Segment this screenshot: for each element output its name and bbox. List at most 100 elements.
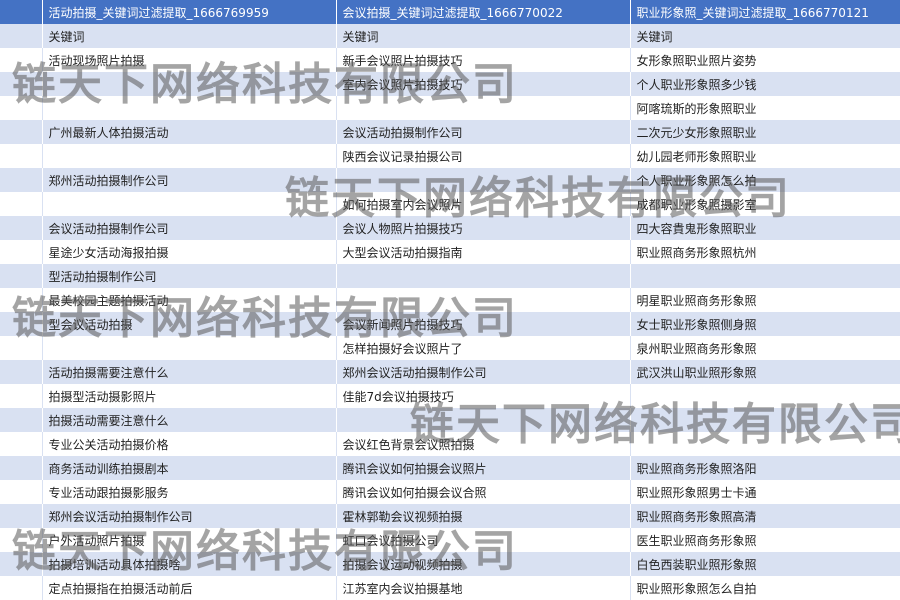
cell[interactable]: 拍摄型活动摄影照片 — [42, 384, 337, 408]
table-row: 怎样拍摄好会议照片了 泉州职业照商务形象照 — [0, 336, 900, 360]
cell[interactable]: 型会议活动拍摄 — [42, 312, 337, 336]
empty-cell[interactable] — [42, 96, 337, 120]
cell[interactable]: 怎样拍摄好会议照片了 — [336, 336, 631, 360]
cell[interactable]: 职业照商务形象照杭州 — [630, 240, 900, 264]
empty-cell[interactable] — [630, 432, 900, 456]
cell[interactable]: 拍摄活动需要注意什么 — [42, 408, 337, 432]
table-row: 活动现场照片拍摄 新手会议照片拍摄技巧 女形象照职业照片姿势 — [0, 48, 900, 72]
cell[interactable]: 腾讯会议如何拍摄会议合照 — [336, 480, 631, 504]
row-header-cell — [0, 24, 43, 48]
cell[interactable]: 职业照商务形象照洛阳 — [630, 456, 900, 480]
cell[interactable]: 拍摄培训活动具体拍摄啥 — [42, 552, 337, 576]
cell[interactable]: 成都职业形象照摄影室 — [630, 192, 900, 216]
column-header[interactable]: 活动拍摄_关键词过滤提取_1666769959 — [42, 0, 337, 24]
empty-cell[interactable] — [630, 408, 900, 432]
cell[interactable]: 关键词 — [336, 24, 631, 48]
cell[interactable]: 泉州职业照商务形象照 — [630, 336, 900, 360]
row-header-cell — [0, 456, 43, 480]
header-row: 活动拍摄_关键词过滤提取_1666769959 会议拍摄_关键词过滤提取_1666… — [0, 0, 900, 24]
cell[interactable]: 活动拍摄需要注意什么 — [42, 360, 337, 384]
cell[interactable]: 霍林郭勒会议视频拍摄 — [336, 504, 631, 528]
cell[interactable]: 户外活动照片拍摄 — [42, 528, 337, 552]
cell[interactable]: 郑州活动拍摄制作公司 — [42, 168, 337, 192]
column-header[interactable]: 会议拍摄_关键词过滤提取_1666770022 — [336, 0, 631, 24]
cell[interactable]: 拍摄会议运动视频拍摄 — [336, 552, 631, 576]
cell[interactable]: 阿喀琉斯的形象照职业 — [630, 96, 900, 120]
cell[interactable]: 二次元少女形象照职业 — [630, 120, 900, 144]
cell[interactable]: 腾讯会议如何拍摄会议照片 — [336, 456, 631, 480]
row-header-cell — [0, 240, 43, 264]
cell[interactable]: 活动现场照片拍摄 — [42, 48, 337, 72]
cell[interactable]: 会议红色背景会议照拍摄 — [336, 432, 631, 456]
cell[interactable]: 江苏室内会议拍摄基地 — [336, 576, 631, 600]
cell[interactable]: 室内会议照片拍摄技巧 — [336, 72, 631, 96]
empty-cell[interactable] — [630, 384, 900, 408]
table-row: 活动拍摄需要注意什么 郑州会议活动拍摄制作公司 武汉洪山职业照形象照 — [0, 360, 900, 384]
empty-cell[interactable] — [42, 336, 337, 360]
table-row: 陕西会议记录拍摄公司 幼儿园老师形象照职业 — [0, 144, 900, 168]
row-header-cell — [0, 96, 43, 120]
table-row: 拍摄培训活动具体拍摄啥 拍摄会议运动视频拍摄 白色西装职业照形象照 — [0, 552, 900, 576]
cell[interactable]: 专业公关活动拍摄价格 — [42, 432, 337, 456]
cell[interactable]: 会议新闻照片拍摄技巧 — [336, 312, 631, 336]
cell[interactable]: 星途少女活动海报拍摄 — [42, 240, 337, 264]
empty-cell[interactable] — [336, 288, 631, 312]
cell[interactable]: 医生职业照商务形象照 — [630, 528, 900, 552]
cell[interactable]: 最美校园主题拍摄活动 — [42, 288, 337, 312]
table-row: 型活动拍摄制作公司 — [0, 264, 900, 288]
cell[interactable]: 明星职业照商务形象照 — [630, 288, 900, 312]
cell[interactable]: 武汉洪山职业照形象照 — [630, 360, 900, 384]
cell[interactable]: 大型会议活动拍摄指南 — [336, 240, 631, 264]
cell[interactable]: 关键词 — [42, 24, 337, 48]
cell[interactable]: 如何拍摄室内会议照片 — [336, 192, 631, 216]
cell[interactable]: 广州最新人体拍摄活动 — [42, 120, 337, 144]
cell[interactable]: 幼儿园老师形象照职业 — [630, 144, 900, 168]
cell[interactable]: 白色西装职业照形象照 — [630, 552, 900, 576]
cell[interactable]: 四大容貴鬼形象照职业 — [630, 216, 900, 240]
empty-cell[interactable] — [42, 144, 337, 168]
cell[interactable]: 陕西会议记录拍摄公司 — [336, 144, 631, 168]
cell[interactable]: 佳能7d会议拍摄技巧 — [336, 384, 631, 408]
row-header-cell — [0, 528, 43, 552]
empty-cell[interactable] — [42, 72, 337, 96]
cell[interactable]: 个人职业形象照多少钱 — [630, 72, 900, 96]
cell[interactable]: 虹口会议拍摄公司 — [336, 528, 631, 552]
empty-cell[interactable] — [336, 408, 631, 432]
empty-cell[interactable] — [336, 96, 631, 120]
cell[interactable]: 会议活动拍摄制作公司 — [42, 216, 337, 240]
table-row: 商务活动训练拍摄剧本 腾讯会议如何拍摄会议照片 职业照商务形象照洛阳 — [0, 456, 900, 480]
cell[interactable]: 新手会议照片拍摄技巧 — [336, 48, 631, 72]
cell[interactable]: 型活动拍摄制作公司 — [42, 264, 337, 288]
cell[interactable]: 职业照商务形象照高清 — [630, 504, 900, 528]
cell[interactable]: 商务活动训练拍摄剧本 — [42, 456, 337, 480]
table-row: 广州最新人体拍摄活动 会议活动拍摄制作公司 二次元少女形象照职业 — [0, 120, 900, 144]
table-row: 如何拍摄室内会议照片 成都职业形象照摄影室 — [0, 192, 900, 216]
cell[interactable]: 职业照形象照怎么自拍 — [630, 576, 900, 600]
table-row: 星途少女活动海报拍摄 大型会议活动拍摄指南 职业照商务形象照杭州 — [0, 240, 900, 264]
row-header-cell — [0, 72, 43, 96]
cell[interactable]: 会议人物照片拍摄技巧 — [336, 216, 631, 240]
cell[interactable]: 会议活动拍摄制作公司 — [336, 120, 631, 144]
table-row: 拍摄活动需要注意什么 — [0, 408, 900, 432]
table-body: 关键词 关键词 关键词 活动现场照片拍摄 新手会议照片拍摄技巧 女形象照职业照片姿势 室内会… — [0, 24, 900, 600]
table-row: 会议活动拍摄制作公司 会议人物照片拍摄技巧 四大容貴鬼形象照职业 — [0, 216, 900, 240]
row-header-cell — [0, 336, 43, 360]
cell[interactable]: 个人职业形象照怎么拍 — [630, 168, 900, 192]
row-header-cell — [0, 480, 43, 504]
cell[interactable]: 职业照形象照男士卡通 — [630, 480, 900, 504]
row-header-cell — [0, 264, 43, 288]
cell[interactable]: 女士职业形象照侧身照 — [630, 312, 900, 336]
cell[interactable]: 郑州会议活动拍摄制作公司 — [336, 360, 631, 384]
cell[interactable]: 专业活动跟拍摄影服务 — [42, 480, 337, 504]
empty-cell[interactable] — [336, 264, 631, 288]
empty-cell[interactable] — [630, 264, 900, 288]
empty-cell[interactable] — [336, 168, 631, 192]
empty-cell[interactable] — [42, 192, 337, 216]
cell[interactable]: 关键词 — [630, 24, 900, 48]
column-header[interactable]: 职业形象照_关键词过滤提取_1666770121 — [630, 0, 900, 24]
cell[interactable]: 女形象照职业照片姿势 — [630, 48, 900, 72]
cell[interactable]: 郑州会议活动拍摄制作公司 — [42, 504, 337, 528]
table-row: 阿喀琉斯的形象照职业 — [0, 96, 900, 120]
cell[interactable]: 定点拍摄指在拍摄活动前后 — [42, 576, 337, 600]
